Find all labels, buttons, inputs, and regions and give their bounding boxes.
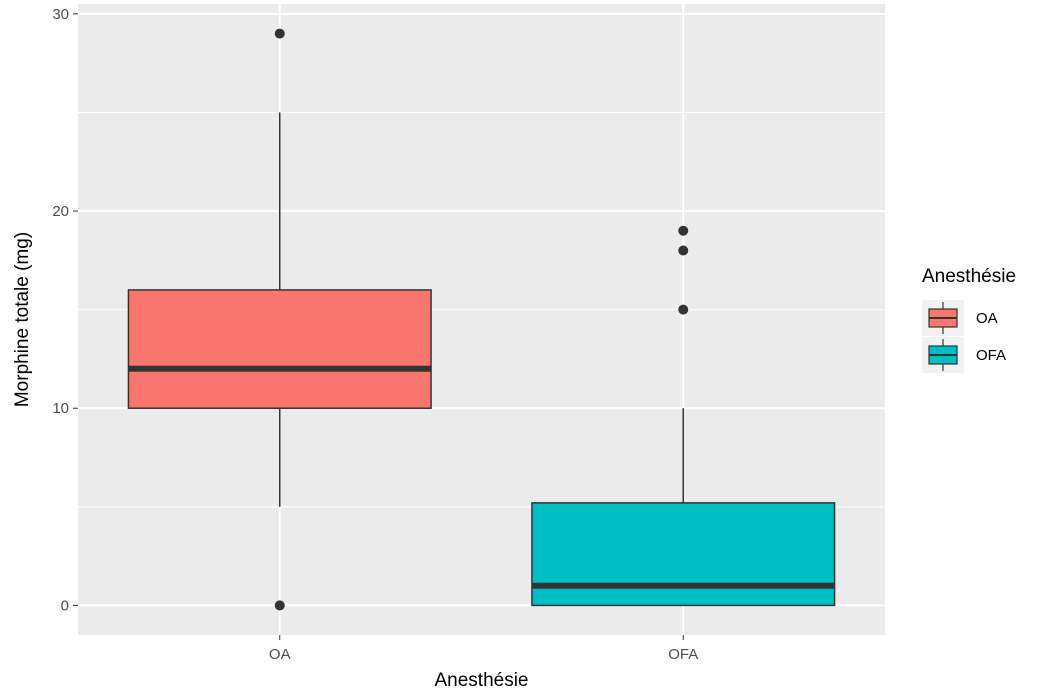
x-axis-title: Anesthésie: [434, 670, 528, 691]
x-tick-label: OA: [269, 646, 291, 663]
outlier-point: [274, 600, 285, 611]
box-ofa: [531, 225, 836, 607]
box-body: [127, 289, 432, 409]
legend-title: Anesthésie: [922, 266, 1016, 287]
outlier-point: [678, 225, 689, 236]
y-axis-title: Morphine totale (mg): [12, 232, 33, 407]
y-axis: 0 10 20 30: [52, 6, 78, 614]
legend: Anesthésie OA OFA: [922, 266, 1016, 373]
legend-entry-ofa: OFA: [922, 337, 1006, 373]
legend-entry-oa: OA: [922, 300, 998, 336]
boxes: [127, 28, 836, 611]
outlier-point: [678, 304, 689, 315]
legend-label: OA: [976, 310, 998, 327]
y-tick-label: 30: [52, 6, 69, 23]
outlier-point: [274, 28, 285, 39]
box-body: [531, 502, 836, 607]
x-tick-label: OFA: [668, 646, 698, 663]
y-tick-label: 0: [61, 597, 69, 614]
y-tick-label: 10: [52, 400, 69, 417]
box-oa: [127, 28, 432, 611]
legend-label: OFA: [976, 347, 1006, 364]
y-tick-label: 20: [52, 203, 69, 220]
outlier-point: [678, 245, 689, 256]
x-axis: OA OFA: [269, 635, 698, 663]
